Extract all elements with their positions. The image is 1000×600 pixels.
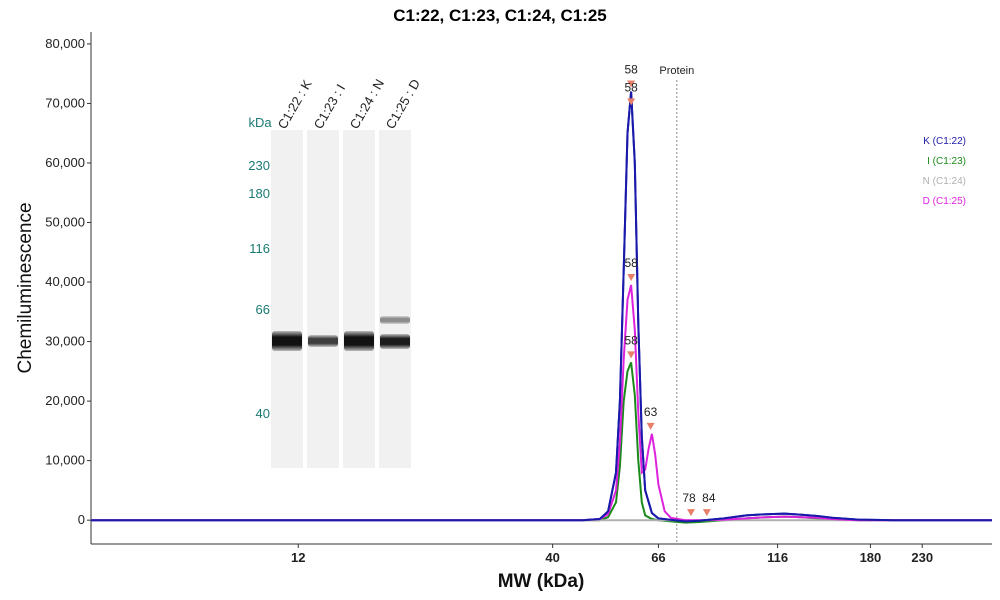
blot-lane-label: C1:25 : D (383, 76, 423, 131)
y-tick-label: 70,000 (45, 95, 85, 110)
peak-annotations: 58 58 58 58 63 78 84 (624, 63, 716, 517)
y-tick-label: 0 (78, 512, 85, 527)
x-tick-label: 180 (860, 550, 882, 565)
peak-label: 58 (624, 80, 638, 94)
peak-marker (627, 98, 636, 106)
blot-lane (343, 130, 375, 468)
peak-marker (687, 509, 696, 517)
blot-lane-label: C1:24 : N (347, 76, 387, 131)
peak-label: 58 (624, 333, 638, 347)
peak-label: 78 (682, 491, 696, 505)
blot-band (380, 334, 410, 349)
peak-label: 63 (644, 405, 658, 419)
y-tick-label: 40,000 (45, 274, 85, 289)
x-tick-label: 116 (767, 550, 788, 565)
inset-blot: kDa 230 180 116 66 40 C1:22 : KC1:23 : IC1:24 … (248, 76, 423, 468)
blot-lane-label: C1:23 : I (311, 81, 349, 131)
peak-marker (627, 80, 636, 88)
x-tick-label: 12 (291, 550, 305, 565)
y-ticks: 0 10,000 20,000 30,000 40,000 50,000 60,000 70,… (45, 36, 91, 527)
y-tick-label: 50,000 (45, 215, 85, 230)
blot-lane-label: C1:22 : K (275, 77, 315, 132)
blot-band (272, 331, 302, 351)
blot-band (308, 335, 338, 347)
x-tick-label: 66 (651, 550, 665, 565)
series-line-0-overlay (91, 91, 992, 523)
blot-band (380, 316, 410, 324)
series-lines (91, 91, 992, 524)
blot-marker-label: 40 (256, 406, 270, 421)
y-axis-title: Chemiluminescence (15, 202, 36, 373)
legend-entry: N (C1:24) (923, 176, 966, 187)
x-axis-title: MW (kDa) (498, 571, 585, 592)
blot-marker-label: 180 (248, 186, 270, 201)
legend-entry: D (C1:25) (923, 196, 966, 207)
legend-entry: K (C1:22) (923, 136, 966, 147)
legend-entry: I (C1:23) (927, 156, 966, 167)
peak-label: 58 (624, 63, 638, 77)
y-tick-label: 20,000 (45, 393, 85, 408)
peak-label: 58 (624, 256, 638, 270)
peak-marker (646, 422, 655, 430)
peak-marker (627, 274, 636, 282)
series-line-0 (91, 91, 992, 523)
peak-label: 84 (702, 491, 716, 505)
x-ticks: 12 40 66 116 180 230 (291, 544, 933, 565)
blot-lane (271, 130, 303, 468)
legend: K (C1:22) I (C1:23) N (C1:24) D (C1:25) (923, 136, 966, 207)
protein-reference-label: Protein (659, 65, 694, 77)
blot-lane (379, 130, 411, 468)
chart-title: C1:22, C1:23, C1:24, C1:25 (393, 6, 607, 25)
blot-lane (307, 130, 339, 468)
series-line-3 (91, 284, 992, 522)
y-tick-label: 10,000 (45, 453, 85, 468)
blot-kda-unit: kDa (248, 115, 272, 130)
blot-marker-label: 116 (249, 241, 270, 256)
y-tick-label: 30,000 (45, 334, 85, 349)
blot-marker-label: 230 (248, 158, 270, 173)
peak-marker (627, 351, 636, 359)
x-tick-label: 40 (545, 550, 559, 565)
blot-band (344, 331, 374, 351)
y-tick-label: 80,000 (45, 36, 85, 51)
y-tick-label: 60,000 (45, 155, 85, 170)
series-line-1 (91, 362, 992, 524)
peak-marker (702, 509, 711, 517)
x-tick-label: 230 (911, 550, 933, 565)
blot-marker-label: 66 (256, 302, 270, 317)
